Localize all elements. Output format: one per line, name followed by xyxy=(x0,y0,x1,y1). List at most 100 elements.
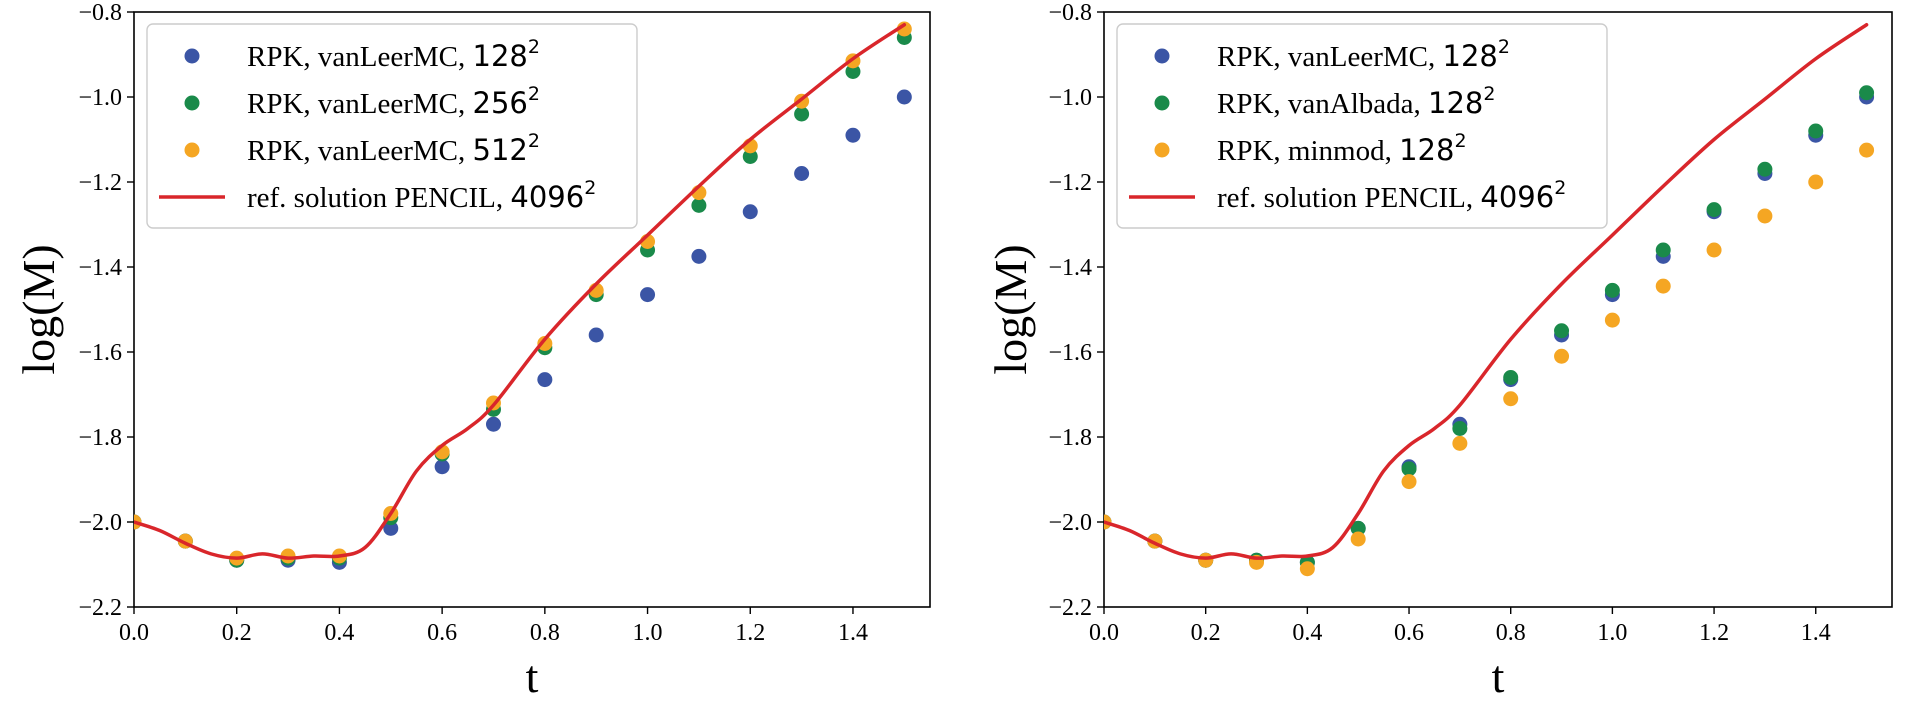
x-tick-label: 1.0 xyxy=(1597,620,1627,646)
data-point-series-3 xyxy=(1808,174,1824,190)
legend-marker xyxy=(184,142,200,158)
plot-area xyxy=(134,21,912,570)
data-point-series-2 xyxy=(1808,123,1824,139)
legend-box xyxy=(146,23,638,229)
data-point-series-1 xyxy=(742,204,758,220)
y-tick-label: −1.0 xyxy=(78,85,122,111)
plot-area xyxy=(1104,23,1875,577)
data-point-series-2 xyxy=(1655,242,1671,258)
y-tick-label: −0.8 xyxy=(1048,0,1092,26)
data-point-series-2 xyxy=(742,149,758,164)
x-tick-label: 1.4 xyxy=(838,620,868,646)
data-point-series-1 xyxy=(691,248,707,264)
legend-label: RPK, minmod, 1282 xyxy=(1217,130,1467,167)
y-tick-label: −1.4 xyxy=(78,255,122,281)
x-tick-label: 1.4 xyxy=(1801,620,1831,646)
data-point-series-3 xyxy=(1452,435,1468,451)
y-tick-label: −1.2 xyxy=(78,170,122,196)
data-point-series-2 xyxy=(1503,370,1519,385)
data-point-series-3 xyxy=(1706,242,1722,258)
data-point-series-3 xyxy=(1198,552,1214,568)
data-point-series-1 xyxy=(845,127,861,143)
y-tick-label: −1.6 xyxy=(78,340,122,366)
legend-marker xyxy=(184,48,200,64)
data-point-series-1 xyxy=(383,520,399,536)
y-axis-label: log(M) xyxy=(985,244,1036,374)
data-point-series-2 xyxy=(1452,421,1468,436)
plot-frame xyxy=(133,11,931,608)
data-point-series-2 xyxy=(1604,282,1620,298)
data-point-series-3 xyxy=(537,336,553,351)
reference-line xyxy=(134,23,907,560)
legend-marker xyxy=(1154,142,1170,158)
reference-line xyxy=(1104,23,1869,560)
data-point-series-2 xyxy=(1350,520,1366,536)
data-point-series-2 xyxy=(1401,461,1417,477)
data-point-series-2 xyxy=(794,106,810,122)
y-tick-label: −1.6 xyxy=(1048,340,1092,366)
legend-marker xyxy=(184,95,200,111)
legend-label: RPK, vanLeerMC, 1282 xyxy=(247,36,540,73)
chart-panel-left: 0.0 0.2 0.4 0.6 0.8 1.0 1.2 1.4 −0.8 −1.0 −1.2 −1.4… xyxy=(13,0,931,701)
data-point-series-3 xyxy=(1503,391,1519,407)
data-point-series-3 xyxy=(1350,531,1366,547)
legend: RPK, vanLeerMC, 1282 RPK, vanLeerMC, 2562… xyxy=(146,23,638,229)
y-tick-label: −1.2 xyxy=(1048,170,1092,196)
plot-frame xyxy=(1103,11,1893,608)
data-point-series-3 xyxy=(1655,278,1671,294)
data-point-series-2 xyxy=(1706,202,1722,218)
data-point-series-1 xyxy=(640,287,656,303)
x-tick-label: 1.0 xyxy=(633,620,663,646)
y-tick-label: −1.4 xyxy=(1048,255,1092,281)
y-tick-label: −1.0 xyxy=(1048,85,1092,111)
legend-label: RPK, vanLeerMC, 5122 xyxy=(247,130,540,167)
data-point-series-3 xyxy=(1859,142,1875,158)
data-point-series-3 xyxy=(1757,208,1773,224)
data-point-series-3 xyxy=(1554,348,1570,364)
x-tick-label: 1.2 xyxy=(735,620,765,646)
legend-box xyxy=(1116,23,1608,229)
data-point-series-2 xyxy=(1554,323,1570,339)
x-tick-label: 0.6 xyxy=(427,620,457,646)
x-tick-label: 0.6 xyxy=(1394,620,1424,646)
legend-label: ref. solution PENCIL, 40962 xyxy=(247,177,596,214)
legend-label: RPK, vanAlbada, 1282 xyxy=(1217,83,1495,120)
y-tick-label: −1.8 xyxy=(1048,425,1092,451)
y-tick-label: −2.0 xyxy=(1048,510,1092,536)
y-tick-label: −2.2 xyxy=(1048,595,1092,621)
x-tick-label: 0.8 xyxy=(1496,620,1526,646)
legend-marker xyxy=(1154,95,1170,111)
x-tick-label: 0.4 xyxy=(1292,620,1322,646)
data-point-series-2 xyxy=(1757,161,1773,177)
x-tick-label: 0.8 xyxy=(530,620,560,646)
y-tick-label: −2.2 xyxy=(78,595,122,621)
x-tick-label: 0.0 xyxy=(119,620,149,646)
x-axis-label: t xyxy=(1492,651,1505,701)
data-point-series-1 xyxy=(485,416,501,432)
x-tick-label: 1.2 xyxy=(1699,620,1729,646)
data-point-series-2 xyxy=(845,64,861,79)
x-tick-label: 0.4 xyxy=(324,620,354,646)
data-point-series-2 xyxy=(691,197,707,213)
x-axis-label: t xyxy=(526,651,539,701)
legend-label: RPK, vanLeerMC, 2562 xyxy=(247,83,540,120)
data-point-series-1 xyxy=(537,372,553,388)
legend-label: ref. solution PENCIL, 40962 xyxy=(1217,177,1566,214)
chart-panel-right: 0.0 0.2 0.4 0.6 0.8 1.0 1.2 1.4 −0.8 −1.0 −1.2 −1.4… xyxy=(985,0,1893,701)
legend-marker xyxy=(1154,48,1170,64)
y-axis-label: log(M) xyxy=(13,244,64,374)
y-tick-label: −1.8 xyxy=(78,425,122,451)
x-tick-label: 0.2 xyxy=(222,620,252,646)
data-point-series-2 xyxy=(1859,85,1875,101)
y-tick-label: −2.0 xyxy=(78,510,122,536)
legend: RPK, vanLeerMC, 1282 RPK, vanAlbada, 1282… xyxy=(1116,23,1608,229)
data-point-series-3 xyxy=(1401,474,1417,490)
data-point-series-1 xyxy=(434,459,450,475)
data-point-series-1 xyxy=(794,166,810,181)
x-tick-label: 0.2 xyxy=(1191,620,1221,646)
data-point-series-3 xyxy=(1299,561,1315,577)
y-tick-label: −0.8 xyxy=(78,0,122,26)
data-point-series-3 xyxy=(1604,312,1620,328)
data-point-series-1 xyxy=(588,327,604,343)
